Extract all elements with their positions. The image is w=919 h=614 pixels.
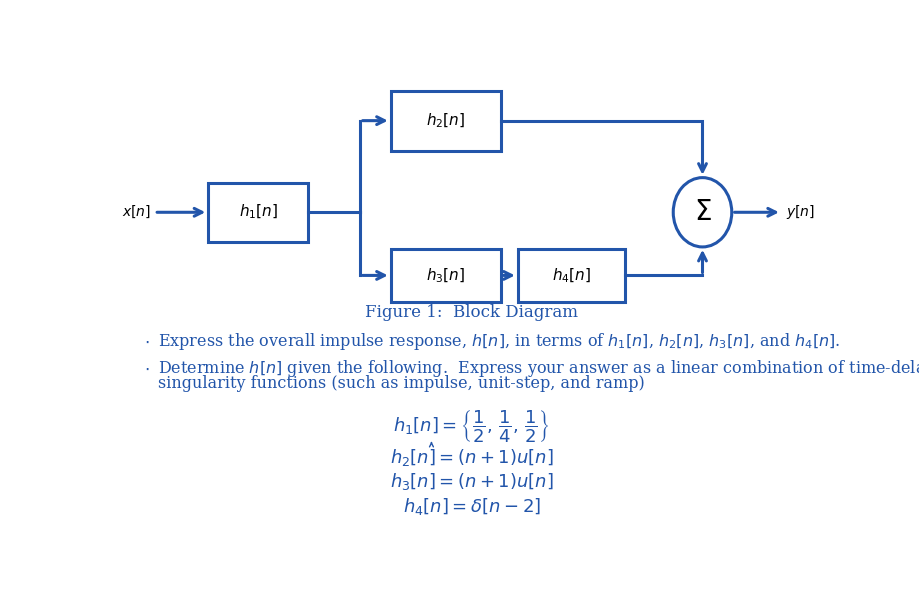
Text: $h_4[n] = \delta[n-2]$: $h_4[n] = \delta[n-2]$ [403,496,539,517]
Bar [208,183,308,241]
Text: Figure 1:  Block Diagram: Figure 1: Block Diagram [365,304,577,321]
Text: singularity functions (such as impulse, unit-step, and ramp): singularity functions (such as impulse, … [158,376,644,392]
Text: Determine $h[n]$ given the following.  Express your answer as a linear combinati: Determine $h[n]$ given the following. Ex… [158,358,919,379]
Text: $h_4[n]$: $h_4[n]$ [551,266,591,285]
Text: $\cdot$: $\cdot$ [144,360,150,378]
Text: Express the overall impulse response, $h[n]$, in terms of $h_1[n]$, $h_2[n]$, $h: Express the overall impulse response, $h… [158,331,840,352]
Text: $y[n]$: $y[n]$ [785,203,814,221]
Text: $h_1[n] = \left\{\dfrac{1}{2},\, \dfrac{1}{4},\, \dfrac{1}{2}\right\}$: $h_1[n] = \left\{\dfrac{1}{2},\, \dfrac{… [392,408,550,445]
Text: $\Sigma$: $\Sigma$ [693,199,710,226]
Text: $h_1[n]$: $h_1[n]$ [238,203,278,222]
Text: $h_2[n] = (n+1)u[n]$: $h_2[n] = (n+1)u[n]$ [389,446,553,468]
Text: $h_3[n]$: $h_3[n]$ [425,266,465,285]
Bar [391,249,500,301]
Ellipse shape [673,177,731,247]
Bar [517,249,625,301]
Text: $h_3[n] = (n+1)u[n]$: $h_3[n] = (n+1)u[n]$ [389,472,553,492]
Text: $\cdot$: $\cdot$ [144,333,150,351]
Bar [391,91,500,150]
Text: $h_2[n]$: $h_2[n]$ [425,112,465,130]
Text: $x[n]$: $x[n]$ [122,204,151,220]
